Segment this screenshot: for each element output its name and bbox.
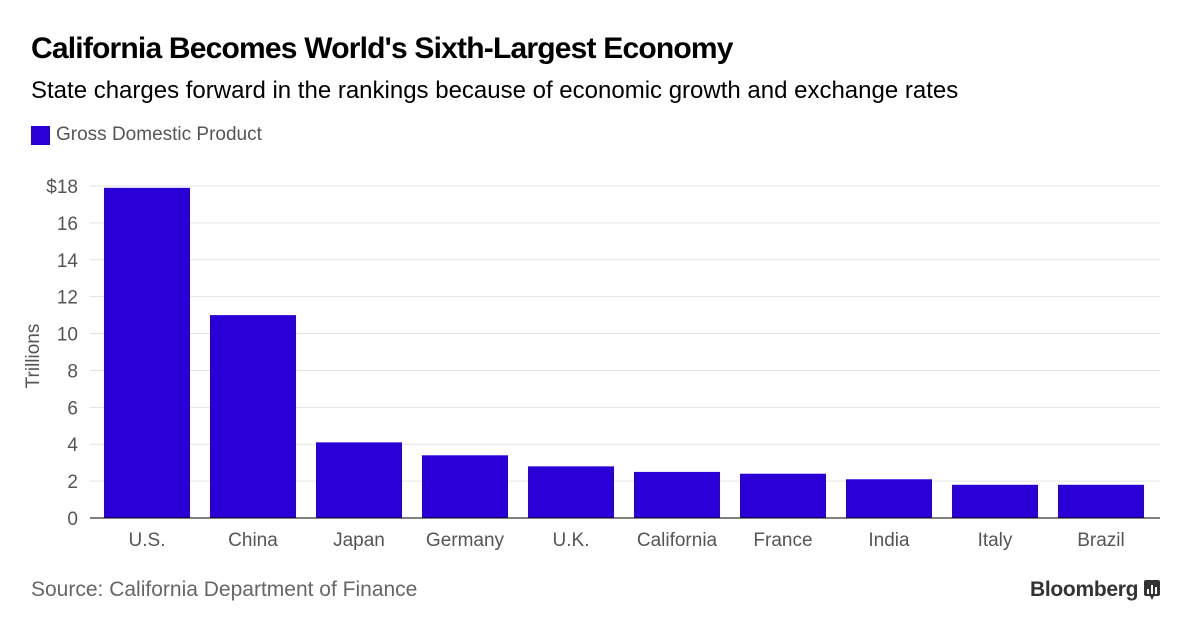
x-tick-label: Italy [978, 530, 1013, 551]
x-tick-label: U.K. [553, 530, 590, 551]
bar-china [210, 315, 296, 518]
x-tick-label: India [868, 530, 910, 551]
x-tick-label: U.S. [129, 530, 166, 551]
bloomberg-terminal-icon [1144, 580, 1161, 600]
y-tick-label: 10 [57, 325, 78, 346]
bars [104, 187, 1144, 518]
bar-california [634, 471, 720, 518]
bar-germany [422, 455, 508, 518]
x-tick-label: Germany [426, 530, 505, 551]
x-tick-label: California [637, 530, 718, 551]
axes: 0 2 4 6 8 10 12 14 16 $18 Trillions U.S. China Japan G… [23, 177, 1160, 551]
x-tick-label: Japan [333, 530, 385, 551]
bar-u-s [104, 187, 190, 518]
bar-brazil [1058, 484, 1144, 518]
bar-u-k [528, 466, 614, 518]
y-tick-label: 2 [67, 472, 78, 493]
bar-france [740, 473, 826, 518]
y-tick-label: 0 [67, 509, 78, 530]
brand-name: Bloomberg [1030, 578, 1139, 601]
y-axis-label: Trillions [23, 324, 44, 389]
y-tick-label: 14 [57, 251, 79, 272]
bar-japan [316, 442, 402, 518]
x-tick-label: France [753, 530, 812, 551]
legend-label: Gross Domestic Product [56, 124, 262, 145]
y-tick-label: 16 [57, 214, 78, 235]
bar-india [846, 479, 932, 518]
y-tick-label: 4 [67, 435, 78, 456]
x-tick-label: Brazil [1077, 530, 1125, 551]
y-tick-label: 8 [67, 361, 78, 382]
chart-title: California Becomes World's Sixth-Largest… [31, 32, 733, 65]
legend: Gross Domestic Product [31, 124, 262, 146]
y-tick-label: 6 [67, 398, 78, 419]
y-tick-label: 12 [57, 288, 78, 309]
source-note: Source: California Department of Finance [31, 578, 418, 601]
chart-subtitle: State charges forward in the rankings be… [31, 77, 959, 104]
legend-swatch [31, 125, 50, 145]
brand-logo: Bloomberg [1030, 578, 1161, 602]
bar-italy [952, 484, 1038, 518]
y-tick-label: $18 [46, 177, 78, 198]
x-tick-label: China [228, 530, 278, 551]
